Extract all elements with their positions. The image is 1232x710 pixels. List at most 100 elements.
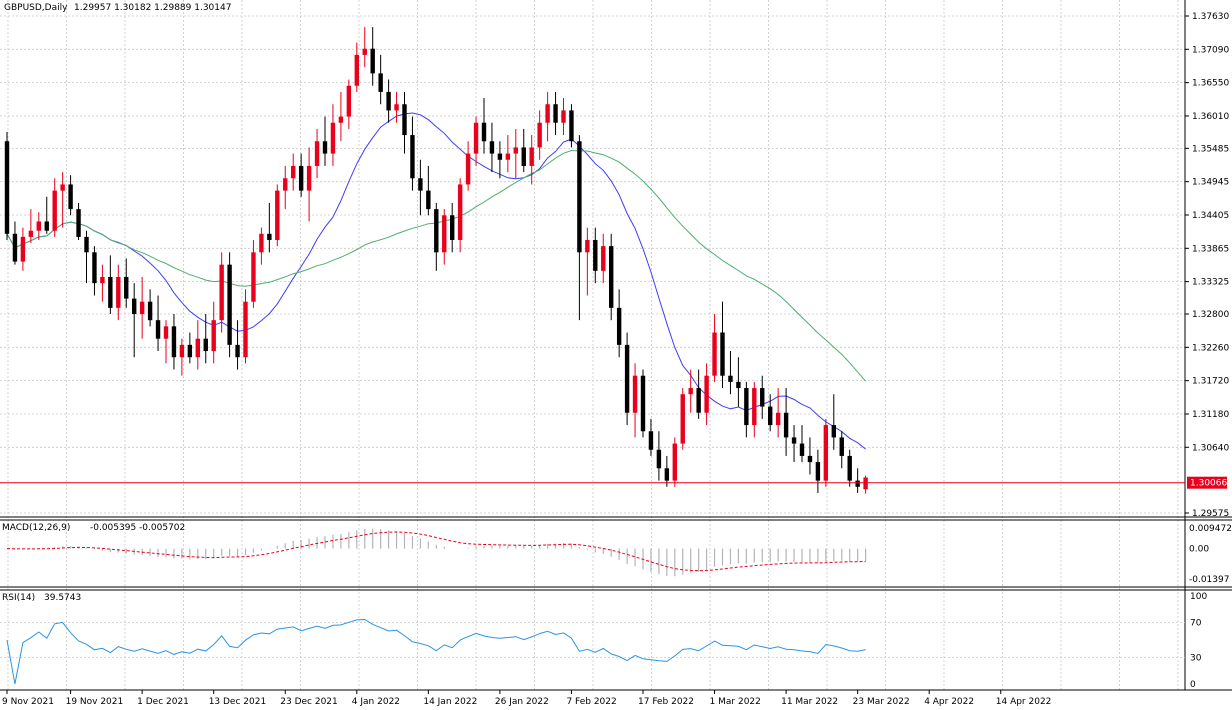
candle-body [831, 425, 836, 438]
candle-body [791, 437, 797, 444]
macd-title: MACD(12,26,9) [2, 523, 70, 533]
candle [243, 289, 248, 364]
candle-body [521, 147, 526, 166]
price-axis: 1.37630 1.37090 1.36550 1.36010 1.35485 1.349… [1185, 12, 1232, 690]
candle-body [696, 388, 701, 413]
candle [203, 314, 208, 364]
time-tick-label: 14 Jan 2022 [423, 697, 477, 707]
candle [163, 320, 169, 364]
candle-body [410, 135, 415, 179]
candle [306, 147, 312, 222]
candle [195, 320, 200, 370]
price-tick-label: 1.36550 [1192, 79, 1229, 89]
candle-body [163, 326, 169, 339]
candle [402, 91, 407, 154]
price-tick-label: 1.33325 [1192, 278, 1229, 288]
candle-body [386, 91, 391, 111]
candle [354, 42, 359, 92]
fast-moving-average [6, 112, 866, 450]
candle [20, 227, 26, 271]
candle-body [60, 184, 65, 191]
candle-body [92, 252, 97, 284]
candle-body [775, 412, 781, 426]
candle-body [291, 165, 296, 179]
candle [108, 255, 113, 315]
candle [831, 394, 836, 450]
candle-body [465, 153, 471, 185]
candle [426, 165, 431, 216]
candle [442, 209, 447, 265]
candle-body [378, 73, 383, 92]
candle [330, 104, 336, 166]
candle [744, 381, 749, 438]
ohlc-label: 1.29957 1.30182 1.29889 1.30147 [74, 3, 231, 13]
candle-body [306, 165, 312, 191]
candle-body [799, 443, 805, 456]
candle-body [20, 236, 26, 262]
candle [394, 91, 399, 123]
candle-body [211, 320, 216, 352]
candle [529, 135, 534, 185]
candle [807, 437, 813, 475]
candle-body [783, 412, 789, 438]
candle-body [656, 449, 662, 469]
candle-body [863, 477, 868, 490]
candle-body [219, 264, 224, 321]
candle [593, 227, 598, 284]
candle-body [267, 233, 272, 240]
candle-body [68, 184, 73, 210]
candle-body [275, 190, 280, 240]
price-tick-label: 1.31720 [1192, 377, 1229, 387]
candle [775, 388, 781, 438]
candle [147, 289, 153, 327]
candle-body [28, 230, 34, 237]
candle [752, 381, 757, 438]
candle [465, 141, 471, 191]
candle-body [585, 239, 590, 253]
candle [155, 295, 161, 352]
candle [251, 239, 256, 308]
candle-body [354, 54, 359, 86]
candle-body [473, 122, 479, 154]
candle [171, 314, 177, 370]
candle [346, 79, 352, 129]
symbol-label: GBPUSD,Daily [4, 3, 68, 13]
candle [84, 230, 89, 284]
candle [585, 227, 590, 296]
candle-body [577, 141, 582, 253]
price-candles [0, 27, 1185, 494]
price-tick-label: 1.34945 [1192, 178, 1229, 188]
candle [553, 91, 558, 136]
candle [537, 110, 542, 160]
time-tick-label: 4 Apr 2022 [924, 697, 974, 707]
candle-body [609, 246, 614, 308]
candle-body [712, 332, 717, 376]
candle [609, 233, 614, 321]
price-tick-label: 1.32800 [1192, 310, 1229, 320]
candle [378, 54, 383, 105]
candle-body [394, 104, 399, 111]
candle-body [195, 338, 200, 358]
macd-tick-label: -0.01397 [1189, 575, 1229, 585]
candle-body [481, 122, 487, 142]
candle [132, 283, 137, 358]
candle [712, 314, 717, 382]
time-tick-label: 4 Jan 2022 [352, 697, 400, 707]
candle-body [44, 221, 49, 231]
candle-body [624, 344, 630, 413]
candle-body [640, 375, 646, 432]
candle-body [418, 178, 423, 191]
candle-body [728, 375, 733, 382]
candle-body [203, 338, 208, 352]
candle [648, 418, 654, 456]
candle-body [179, 344, 185, 358]
candle [52, 178, 57, 237]
candle-body [124, 276, 129, 299]
candle-body [243, 301, 248, 358]
candle-body [839, 437, 844, 456]
candle [457, 178, 463, 253]
candle-body [259, 233, 264, 253]
candle [513, 128, 518, 179]
candle [139, 276, 145, 339]
